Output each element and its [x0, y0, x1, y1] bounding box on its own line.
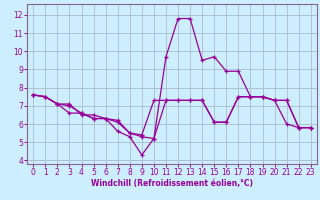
- X-axis label: Windchill (Refroidissement éolien,°C): Windchill (Refroidissement éolien,°C): [91, 179, 253, 188]
